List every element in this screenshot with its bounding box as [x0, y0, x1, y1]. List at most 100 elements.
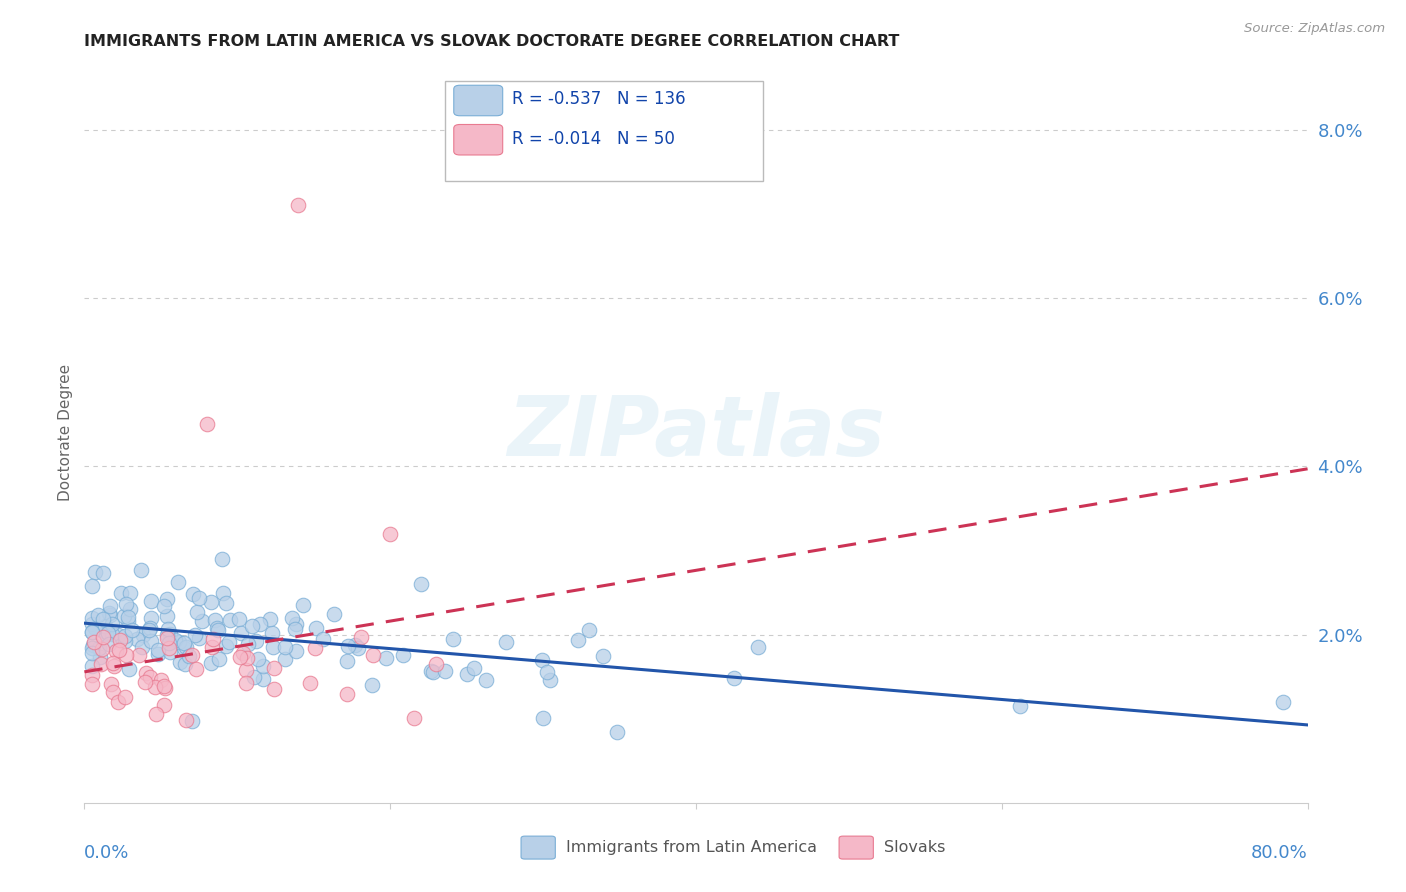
Point: [146, 647, 169, 661]
Point: [208, 652, 231, 666]
Point: [228, 650, 250, 665]
Point: [211, 551, 233, 566]
Point: [87, 608, 110, 623]
Point: [89, 641, 111, 656]
Point: [108, 633, 131, 648]
Point: [80, 667, 103, 681]
Point: [456, 667, 478, 681]
Point: [218, 634, 240, 648]
FancyBboxPatch shape: [446, 81, 763, 181]
Point: [420, 664, 443, 678]
Point: [422, 665, 444, 679]
Point: [218, 613, 240, 627]
Point: [98, 599, 121, 613]
Point: [578, 623, 600, 637]
Point: [174, 640, 197, 654]
Point: [240, 619, 263, 633]
Point: [80, 676, 103, 690]
Point: [145, 707, 167, 722]
Point: [173, 641, 195, 656]
Point: [156, 628, 179, 642]
Point: [165, 633, 187, 648]
Point: [157, 641, 180, 656]
Point: [186, 662, 208, 676]
Point: [259, 612, 281, 626]
Point: [201, 632, 224, 647]
FancyBboxPatch shape: [454, 125, 503, 155]
Text: IMMIGRANTS FROM LATIN AMERICA VS SLOVAK DOCTORATE DEGREE CORRELATION CHART: IMMIGRANTS FROM LATIN AMERICA VS SLOVAK …: [84, 34, 900, 49]
Point: [207, 624, 229, 638]
Point: [285, 616, 308, 631]
Point: [243, 670, 266, 684]
Point: [536, 665, 558, 679]
Point: [117, 610, 139, 624]
Point: [159, 645, 181, 659]
Point: [138, 621, 160, 635]
Point: [186, 605, 208, 619]
Point: [98, 606, 121, 620]
Point: [115, 648, 138, 663]
Point: [207, 621, 229, 635]
Point: [236, 637, 259, 651]
Point: [94, 625, 117, 640]
Point: [181, 648, 204, 662]
Point: [409, 577, 432, 591]
Point: [84, 621, 107, 635]
Point: [531, 653, 554, 667]
Point: [97, 637, 120, 651]
Text: Immigrants from Latin America: Immigrants from Latin America: [567, 839, 817, 855]
Point: [232, 646, 254, 660]
Point: [112, 609, 135, 624]
Point: [538, 673, 561, 687]
Point: [127, 632, 149, 647]
Point: [103, 658, 125, 673]
Point: [606, 725, 628, 739]
Point: [110, 586, 132, 600]
Point: [118, 586, 141, 600]
Point: [262, 640, 284, 654]
Point: [152, 698, 174, 713]
Point: [156, 591, 179, 606]
Point: [173, 636, 195, 650]
FancyBboxPatch shape: [454, 86, 503, 116]
Point: [177, 648, 200, 663]
Point: [191, 614, 214, 628]
Point: [246, 652, 269, 666]
Point: [336, 687, 359, 701]
Point: [425, 657, 447, 671]
Point: [274, 640, 297, 654]
Point: [114, 629, 136, 643]
Point: [169, 655, 191, 669]
Point: [323, 607, 346, 622]
Point: [361, 648, 384, 663]
Point: [723, 672, 745, 686]
Point: [134, 675, 156, 690]
Point: [152, 599, 174, 613]
Text: Slovaks: Slovaks: [884, 839, 946, 855]
Point: [343, 638, 366, 652]
Point: [434, 665, 457, 679]
Point: [284, 644, 307, 658]
Point: [80, 617, 103, 632]
Point: [252, 659, 274, 673]
Point: [173, 657, 195, 672]
Point: [83, 634, 105, 648]
Point: [392, 648, 415, 663]
Point: [80, 646, 103, 660]
Point: [305, 621, 328, 635]
Point: [100, 607, 122, 622]
Point: [143, 680, 166, 694]
Point: [80, 658, 103, 673]
Point: [350, 630, 373, 644]
Point: [89, 649, 111, 664]
Point: [159, 627, 181, 641]
Point: [80, 579, 103, 593]
Point: [299, 676, 322, 690]
Point: [287, 198, 309, 212]
Point: [252, 672, 274, 686]
Point: [83, 565, 105, 579]
Point: [229, 625, 252, 640]
Point: [404, 711, 426, 725]
Point: [336, 654, 359, 668]
Point: [284, 622, 307, 636]
